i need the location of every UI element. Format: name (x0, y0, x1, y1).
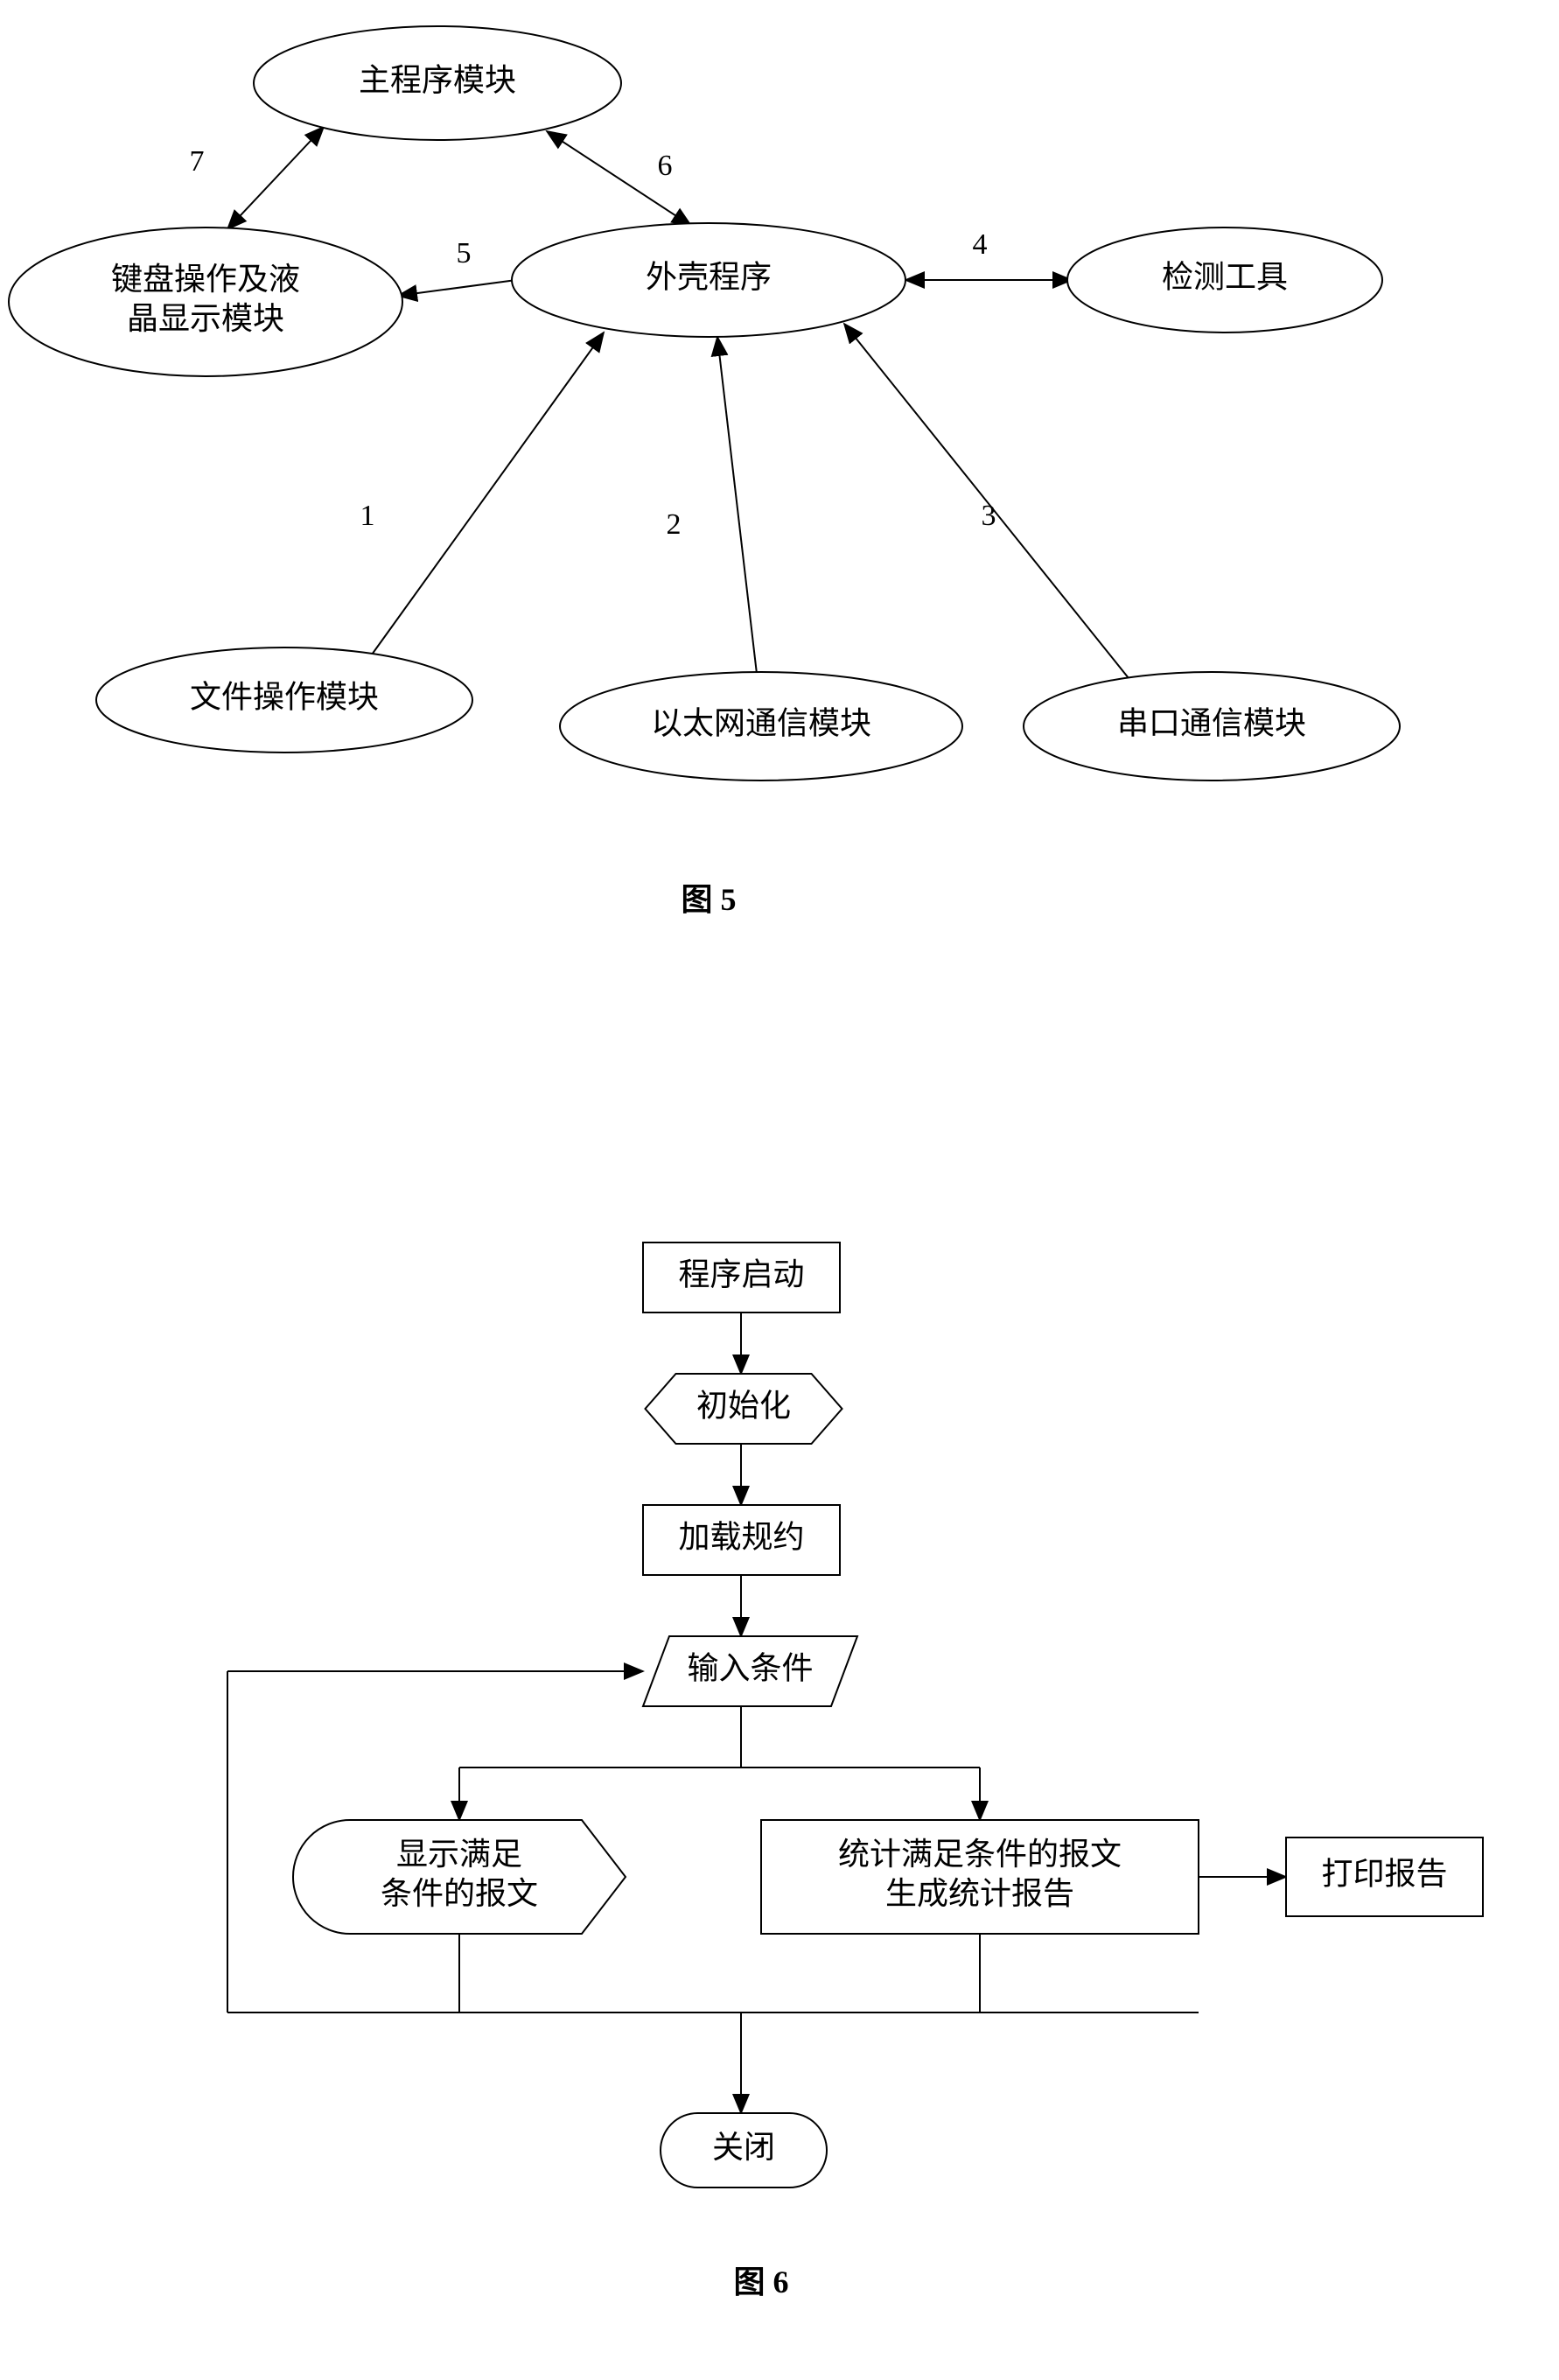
svg-text:主程序模块: 主程序模块 (359, 62, 516, 97)
svg-text:显示满足: 显示满足 (396, 1837, 522, 1872)
svg-text:输入条件: 输入条件 (687, 1650, 813, 1685)
svg-text:生成统计报告: 生成统计报告 (885, 1876, 1074, 1911)
edge-label-2: 2 (667, 508, 682, 541)
edge-label-6: 6 (658, 150, 673, 182)
edge-label-1: 1 (360, 500, 375, 532)
caption-fig6: 图 6 (733, 2264, 788, 2300)
svg-text:文件操作模块: 文件操作模块 (190, 679, 379, 714)
svg-text:以太网通信模块: 以太网通信模块 (651, 705, 871, 740)
svg-text:打印报告: 打印报告 (1321, 1856, 1447, 1891)
svg-text:统计满足条件的报文: 统计满足条件的报文 (838, 1837, 1122, 1872)
svg-text:键盘操作及液: 键盘操作及液 (111, 262, 300, 297)
edge-label-4: 4 (973, 228, 988, 261)
svg-text:晶显示模块: 晶显示模块 (127, 301, 284, 336)
svg-text:初始化: 初始化 (696, 1388, 791, 1423)
edge-shell-keyboard (398, 280, 516, 296)
svg-text:关闭: 关闭 (712, 2130, 775, 2165)
svg-text:条件的报文: 条件的报文 (381, 1876, 538, 1911)
edge-file-shell (367, 332, 604, 661)
page-canvas: 1 2 3 4 5 6 7 主程序模块外壳程序 检测工具 键盘操作及液晶显示模块文件操作模块以太网… (0, 0, 1559, 2380)
svg-text:检测工具: 检测工具 (1162, 259, 1288, 294)
edge-keyboard-main (227, 127, 324, 229)
caption-fig5: 图 5 (681, 882, 736, 917)
edge-ether-shell (717, 337, 757, 674)
diagrams-svg: 1 2 3 4 5 6 7 主程序模块外壳程序 检测工具 键盘操作及液晶显示模块文件操作模块以太网… (0, 0, 1559, 2380)
edge-label-3: 3 (982, 500, 996, 532)
edge-label-5: 5 (457, 237, 472, 270)
svg-text:外壳程序: 外壳程序 (646, 259, 772, 294)
svg-text:程序启动: 程序启动 (678, 1256, 804, 1292)
svg-text:串口通信模块: 串口通信模块 (1117, 705, 1306, 740)
edge-label-7: 7 (190, 145, 205, 178)
svg-text:加载规约: 加载规约 (678, 1519, 804, 1554)
